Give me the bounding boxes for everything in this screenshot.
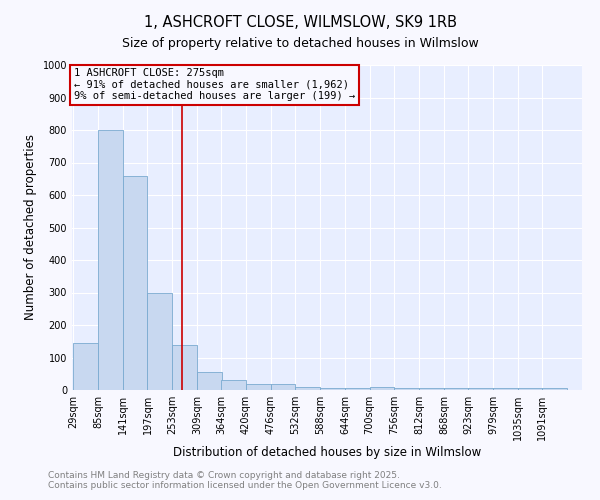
Text: 1 ASHCROFT CLOSE: 275sqm
← 91% of detached houses are smaller (1,962)
9% of semi: 1 ASHCROFT CLOSE: 275sqm ← 91% of detach…: [74, 68, 355, 102]
Bar: [246, 384, 271, 390]
Bar: [98, 130, 123, 390]
Y-axis label: Number of detached properties: Number of detached properties: [24, 134, 37, 320]
Bar: [370, 387, 394, 390]
Bar: [394, 388, 419, 390]
Bar: [444, 388, 469, 390]
Bar: [518, 388, 542, 390]
Bar: [419, 388, 444, 390]
Bar: [271, 384, 295, 390]
Bar: [123, 176, 148, 390]
Bar: [345, 388, 370, 390]
Bar: [172, 344, 197, 390]
Bar: [73, 343, 98, 390]
Bar: [295, 387, 320, 390]
Bar: [221, 380, 246, 390]
Bar: [493, 388, 518, 390]
Bar: [320, 388, 345, 390]
Bar: [468, 388, 493, 390]
Text: 1, ASHCROFT CLOSE, WILMSLOW, SK9 1RB: 1, ASHCROFT CLOSE, WILMSLOW, SK9 1RB: [143, 15, 457, 30]
Text: Size of property relative to detached houses in Wilmslow: Size of property relative to detached ho…: [122, 38, 478, 51]
Text: Contains HM Land Registry data © Crown copyright and database right 2025.
Contai: Contains HM Land Registry data © Crown c…: [48, 470, 442, 490]
Bar: [197, 372, 221, 390]
Bar: [148, 292, 172, 390]
Bar: [542, 388, 567, 390]
X-axis label: Distribution of detached houses by size in Wilmslow: Distribution of detached houses by size …: [173, 446, 481, 459]
